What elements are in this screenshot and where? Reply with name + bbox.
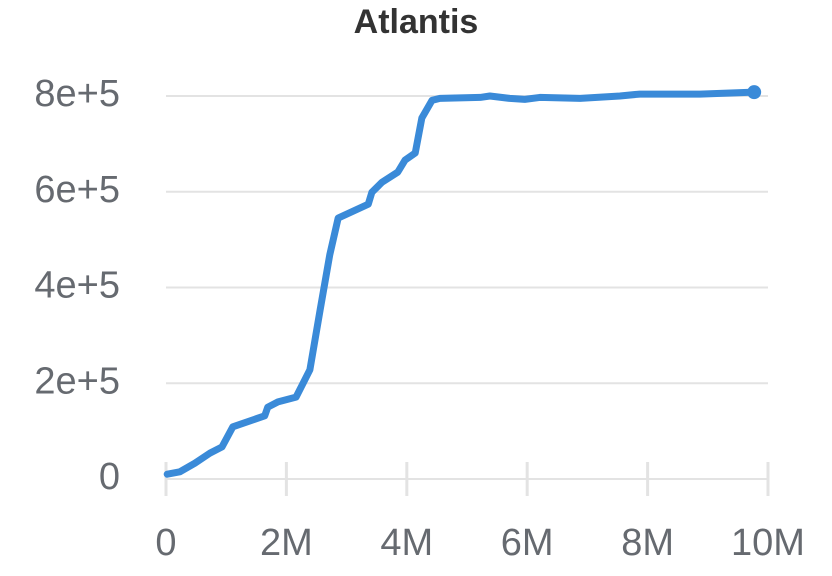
y-tick-label: 2e+5 bbox=[34, 360, 120, 402]
x-tick-label: 4M bbox=[380, 522, 433, 564]
end-marker bbox=[747, 85, 762, 100]
x-tick-label: 8M bbox=[621, 522, 674, 564]
y-tick-label: 6e+5 bbox=[34, 169, 120, 211]
x-tick-label: 6M bbox=[501, 522, 554, 564]
chart-title: Atlantis bbox=[354, 3, 479, 41]
line bbox=[163, 88, 758, 478]
y-tick-label: 4e+5 bbox=[34, 265, 120, 307]
x-tick-label: 0 bbox=[155, 522, 176, 564]
x-tick-label: 2M bbox=[260, 522, 313, 564]
x-tick-label: 10M bbox=[731, 522, 805, 564]
y-tick-label: 8e+5 bbox=[34, 73, 120, 115]
y-tick-label: 0 bbox=[99, 456, 120, 498]
